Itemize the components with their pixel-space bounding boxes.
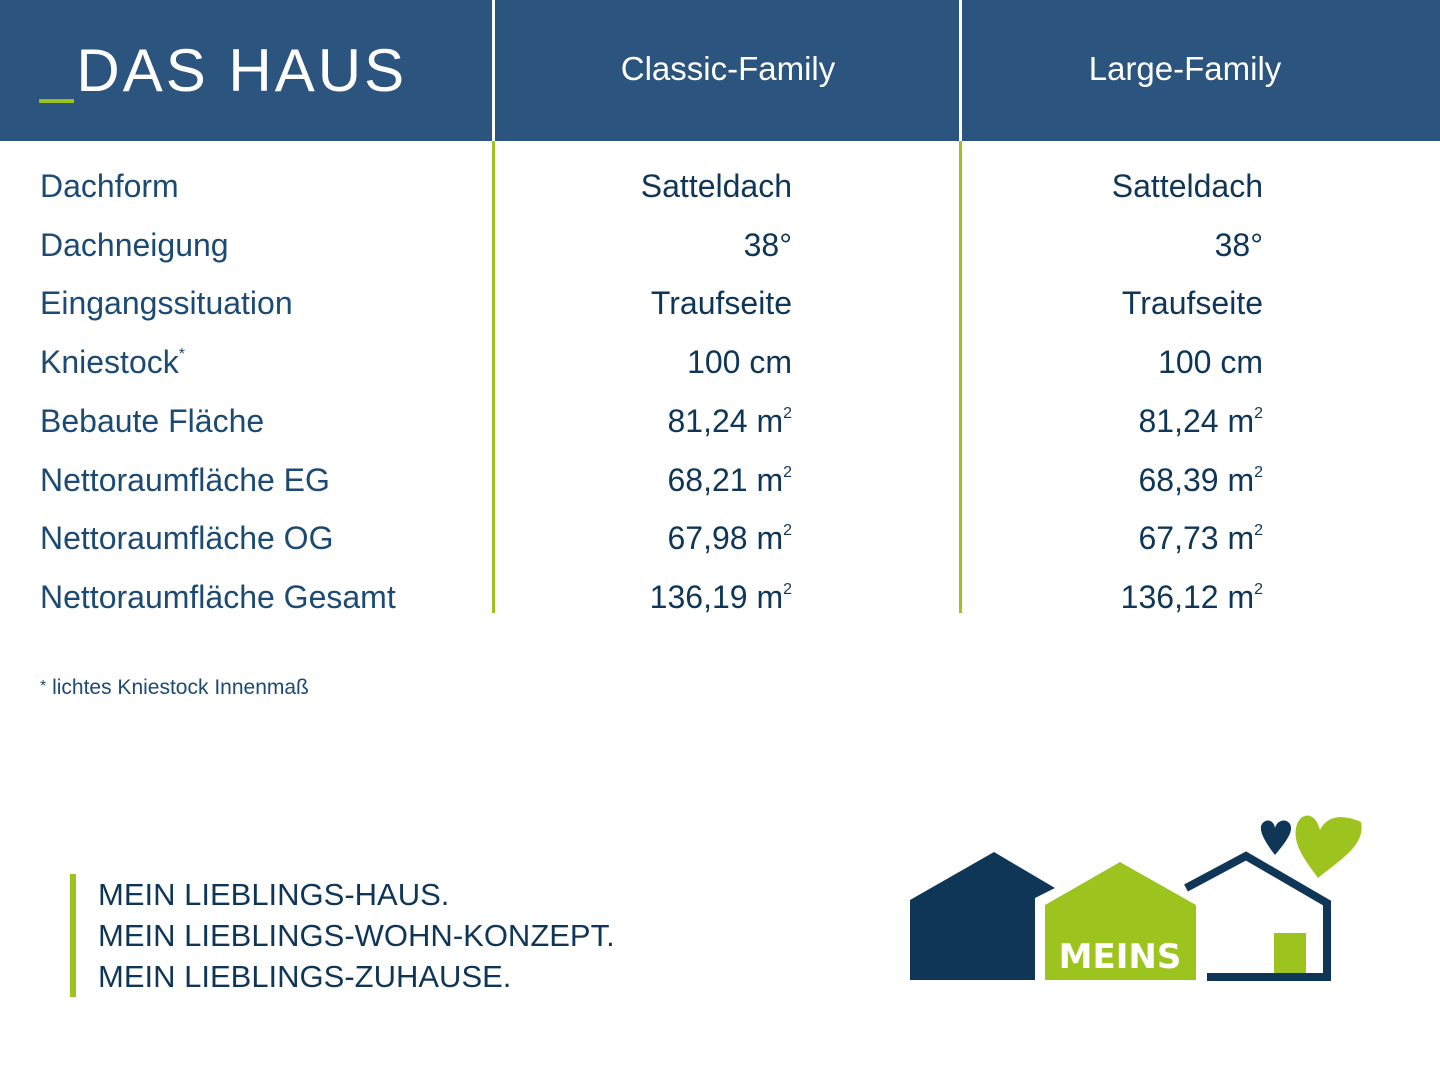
row-label: Nettoraumfläche OG: [40, 520, 334, 557]
row-label: Nettoraumfläche Gesamt: [40, 578, 396, 615]
row-label: Nettoraumfläche EG: [40, 461, 330, 498]
large-value: 81,24 m2: [1138, 402, 1263, 439]
green-house-icon: [1045, 862, 1196, 980]
large-value: 136,12 m2: [1120, 578, 1263, 615]
slogan-line: MEIN LIEBLINGS-ZUHAUSE.: [98, 959, 512, 994]
table-row: Nettoraumfläche EG 68,21 m2 68,39 m2: [0, 462, 1440, 520]
large-value: 100 cm: [1158, 344, 1263, 381]
large-value: Traufseite: [1121, 285, 1263, 322]
logo-text: MEINS: [1059, 937, 1182, 977]
classic-value: 67,98 m2: [667, 520, 792, 557]
title-underscore: _: [40, 37, 77, 104]
door-icon: [1274, 933, 1306, 973]
row-label: Dachneigung: [40, 226, 229, 263]
divider: [492, 0, 495, 141]
row-label: Eingangssituation: [40, 285, 293, 322]
classic-value: 100 cm: [687, 344, 792, 381]
large-value: 68,39 m2: [1138, 461, 1263, 498]
navy-house-icon: [910, 852, 1055, 980]
header-bar: _DAS HAUS Classic-Family Large-Family: [0, 0, 1440, 141]
table-row: Nettoraumfläche Gesamt 136,19 m2 136,12 m2: [0, 579, 1440, 637]
row-label: Bebaute Fläche: [40, 402, 265, 439]
small-heart-icon: [1260, 820, 1292, 855]
table-row: Eingangssituation Traufseite Traufseite: [0, 285, 1440, 343]
divider: [959, 0, 962, 141]
outline-house-icon: [1184, 851, 1331, 981]
table-row: Dachneigung 38° 38°: [0, 227, 1440, 285]
column-header-classic: Classic-Family: [620, 50, 836, 87]
table-row: Nettoraumfläche OG 67,98 m2 67,73 m2: [0, 520, 1440, 578]
classic-value: 81,24 m2: [667, 402, 792, 439]
large-value: 38°: [1214, 226, 1263, 263]
footnote-mark: *: [40, 678, 47, 695]
slogan-line: MEIN LIEBLINGS-WOHN-KONZEPT.: [98, 918, 615, 953]
table-row: Kniestock* 100 cm 100 cm: [0, 344, 1440, 402]
classic-value: Traufseite: [650, 285, 792, 322]
large-heart-icon: [1295, 815, 1362, 878]
large-value: 67,73 m2: [1138, 520, 1263, 557]
column-header-large: Large-Family: [1088, 50, 1282, 87]
page-title: _DAS HAUS: [40, 36, 407, 105]
table-row: Bebaute Fläche 81,24 m2 81,24 m2: [0, 403, 1440, 461]
slogan: MEIN LIEBLINGS-HAUS. MEIN LIEBLINGS-WOHN…: [70, 874, 615, 997]
divider: [492, 141, 495, 613]
row-label: Dachform: [40, 168, 179, 204]
meins-logo: MEINS: [910, 815, 1362, 981]
footnote: * lichtes Kniestock Innenmaß: [40, 676, 309, 700]
title-text: DAS HAUS: [76, 37, 408, 104]
large-value: Satteldach: [1111, 168, 1263, 204]
classic-value: 68,21 m2: [667, 461, 792, 498]
row-label: Kniestock*: [40, 344, 185, 381]
slogan-line: MEIN LIEBLINGS-HAUS.: [98, 877, 450, 912]
classic-value: Satteldach: [640, 168, 792, 204]
divider: [959, 141, 962, 613]
table-row: Dachform Satteldach Satteldach: [0, 168, 1440, 226]
classic-value: 136,19 m2: [649, 578, 792, 615]
classic-value: 38°: [743, 226, 792, 263]
footnote-text: lichtes Kniestock Innenmaß: [52, 676, 309, 699]
